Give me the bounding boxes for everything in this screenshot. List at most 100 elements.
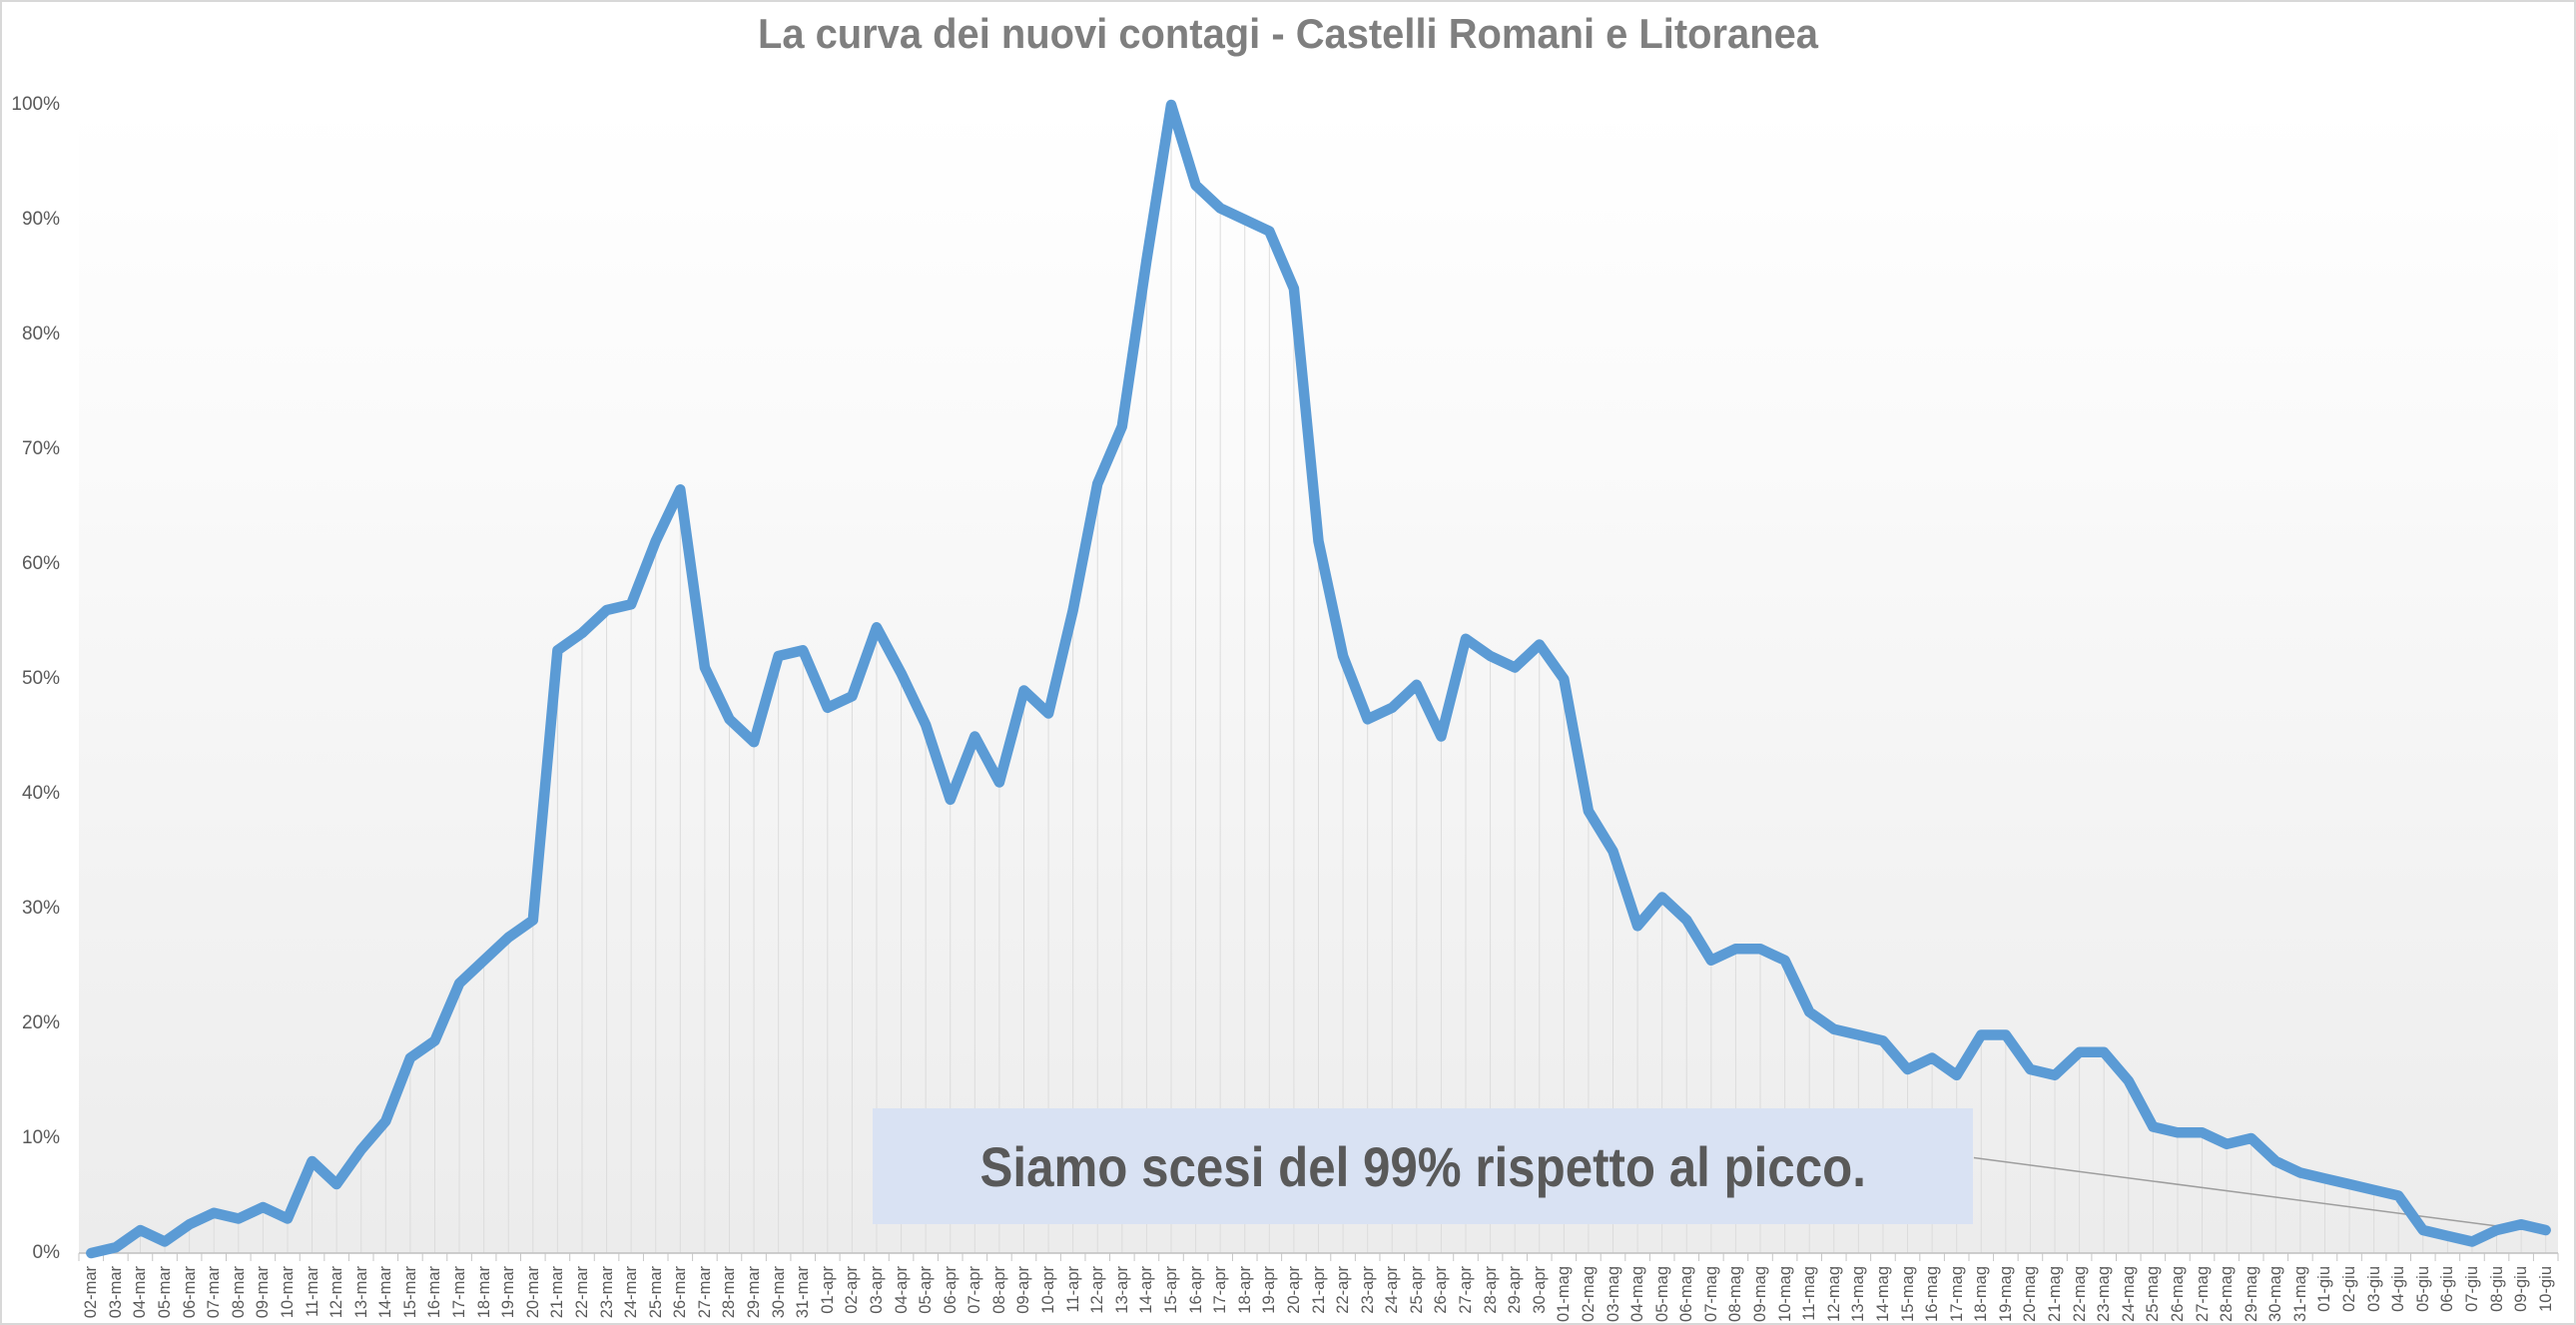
x-axis-label: 10-apr xyxy=(1039,1266,1058,1314)
x-axis-label: 30-mar xyxy=(769,1266,788,1319)
x-axis-label: 01-apr xyxy=(818,1266,837,1314)
x-axis-label: 03-mag xyxy=(1604,1266,1622,1322)
x-axis-label: 12-mar xyxy=(327,1266,346,1319)
x-axis-label: 28-mag xyxy=(2218,1266,2237,1322)
x-axis-label: 25-mar xyxy=(646,1266,665,1319)
x-axis-label: 13-mag xyxy=(1849,1266,1868,1322)
data-series-line xyxy=(86,99,2551,1259)
x-axis-label: 05-giu xyxy=(2413,1266,2432,1312)
x-axis-label: 25-mag xyxy=(2144,1266,2163,1322)
y-axis-label: 50% xyxy=(21,668,60,689)
x-axis-label: 07-giu xyxy=(2462,1266,2481,1312)
x-axis-label: 09-giu xyxy=(2512,1266,2531,1312)
y-axis-label: 30% xyxy=(21,898,60,919)
x-axis-label: 08-mar xyxy=(229,1266,248,1319)
x-axis-label: 01-mag xyxy=(1555,1266,1574,1322)
y-axis-label: 0% xyxy=(32,1242,60,1263)
x-axis-label: 14-apr xyxy=(1137,1266,1156,1314)
x-axis-label: 21-mag xyxy=(2046,1266,2065,1322)
x-axis-label: 17-apr xyxy=(1211,1266,1230,1314)
annotation-text: Siamo scesi del 99% rispetto al picco. xyxy=(979,1134,1866,1198)
y-axis-label: 60% xyxy=(21,553,60,574)
x-axis-label: 04-apr xyxy=(892,1266,911,1314)
x-axis-label: 10-mar xyxy=(278,1266,297,1319)
x-axis-label: 26-mar xyxy=(671,1266,690,1319)
x-axis-label: 13-mar xyxy=(351,1266,370,1319)
y-axis-label: 70% xyxy=(21,438,60,459)
x-axis-label: 20-mag xyxy=(2021,1266,2040,1322)
y-axis-label: 100% xyxy=(11,94,60,115)
x-axis-label: 28-apr xyxy=(1481,1266,1500,1314)
x-axis-label: 14-mar xyxy=(376,1266,395,1319)
x-axis-label: 01-giu xyxy=(2315,1266,2334,1312)
x-axis-label: 08-giu xyxy=(2487,1266,2506,1312)
x-axis-label: 03-apr xyxy=(867,1266,886,1314)
x-axis-label: 23-mar xyxy=(597,1266,616,1319)
x-axis-label: 02-apr xyxy=(843,1266,862,1314)
y-axis-label: 80% xyxy=(21,324,60,344)
trendline xyxy=(1973,1156,2546,1234)
x-axis-label: 14-mag xyxy=(1873,1266,1892,1322)
x-axis-label: 06-apr xyxy=(941,1266,960,1314)
x-axis-label: 19-mar xyxy=(499,1266,518,1319)
x-axis-label: 09-apr xyxy=(1014,1266,1033,1314)
x-axis-label: 12-mag xyxy=(1824,1266,1843,1322)
x-axis-label: 04-giu xyxy=(2389,1266,2408,1312)
x-axis-label: 20-apr xyxy=(1284,1266,1303,1314)
y-axis-label: 20% xyxy=(21,1012,60,1033)
x-axis-label: 13-apr xyxy=(1112,1266,1131,1314)
x-axis-label: 27-mar xyxy=(695,1266,714,1319)
x-axis-label: 06-mag xyxy=(1677,1266,1696,1322)
x-axis-label: 16-apr xyxy=(1186,1266,1205,1314)
x-axis-label: 29-mag xyxy=(2242,1266,2260,1322)
x-axis-label: 31-mag xyxy=(2290,1266,2309,1322)
x-axis-label: 02-giu xyxy=(2340,1266,2359,1312)
x-axis-label: 20-mar xyxy=(523,1266,542,1319)
x-axis-label: 23-apr xyxy=(1358,1266,1377,1314)
x-axis-label: 30-apr xyxy=(1530,1266,1549,1314)
x-axis-label: 04-mag xyxy=(1628,1266,1647,1322)
x-axis-label: 16-mar xyxy=(425,1266,444,1319)
x-axis-label: 29-mar xyxy=(745,1266,764,1319)
x-axis-label: 22-apr xyxy=(1334,1266,1353,1314)
x-axis-label: 26-mag xyxy=(2168,1266,2187,1322)
x-axis-label: 11-mar xyxy=(303,1266,322,1318)
x-axis-label: 06-giu xyxy=(2438,1266,2457,1312)
x-axis-label: 28-mar xyxy=(720,1266,739,1319)
chart-title-text: La curva dei nuovi contagi - Castelli Ro… xyxy=(757,10,1819,57)
x-axis-label: 15-apr xyxy=(1161,1266,1180,1314)
x-axis-label: 21-mar xyxy=(548,1266,567,1319)
x-axis-label: 07-apr xyxy=(966,1266,984,1314)
x-axis-label: 27-mag xyxy=(2193,1266,2212,1322)
x-axis-label: 15-mar xyxy=(400,1266,419,1319)
chart-title: La curva dei nuovi contagi - Castelli Ro… xyxy=(2,10,2574,58)
x-axis-label: 11-apr xyxy=(1063,1266,1082,1313)
x-axis-label: 08-apr xyxy=(989,1266,1008,1314)
x-axis-label: 24-mar xyxy=(622,1266,641,1319)
x-axis-label: 24-apr xyxy=(1383,1266,1402,1314)
x-axis-label: 03-mar xyxy=(106,1266,125,1319)
x-axis-label: 10-mag xyxy=(1775,1266,1794,1322)
y-axis-label: 90% xyxy=(21,209,60,230)
x-axis-label: 09-mag xyxy=(1751,1266,1769,1322)
x-axis-label: 05-mag xyxy=(1652,1266,1671,1322)
x-axis-label: 18-mar xyxy=(474,1266,493,1319)
x-axis-label: 02-mag xyxy=(1579,1266,1598,1322)
x-axis-label: 29-apr xyxy=(1506,1266,1525,1314)
x-axis-label: 05-apr xyxy=(917,1266,936,1314)
x-axis-label: 11-mag xyxy=(1800,1266,1819,1321)
x-axis-label: 25-apr xyxy=(1407,1266,1426,1314)
x-axis-label: 18-mag xyxy=(1972,1266,1991,1322)
x-axis-label: 19-mag xyxy=(1996,1266,2015,1322)
x-axis-label: 06-mar xyxy=(180,1266,199,1319)
annotation-box: Siamo scesi del 99% rispetto al picco. xyxy=(873,1108,1973,1224)
x-axis-label: 26-apr xyxy=(1432,1266,1451,1314)
x-axis-label: 19-apr xyxy=(1260,1266,1279,1314)
x-axis-label: 17-mar xyxy=(450,1266,469,1319)
x-axis-label: 16-mag xyxy=(1923,1266,1942,1322)
x-axis-label: 15-mag xyxy=(1898,1266,1917,1322)
x-axis-label: 03-giu xyxy=(2364,1266,2383,1312)
x-axis-label: 30-mag xyxy=(2266,1266,2285,1322)
y-axis-label: 40% xyxy=(21,783,60,804)
